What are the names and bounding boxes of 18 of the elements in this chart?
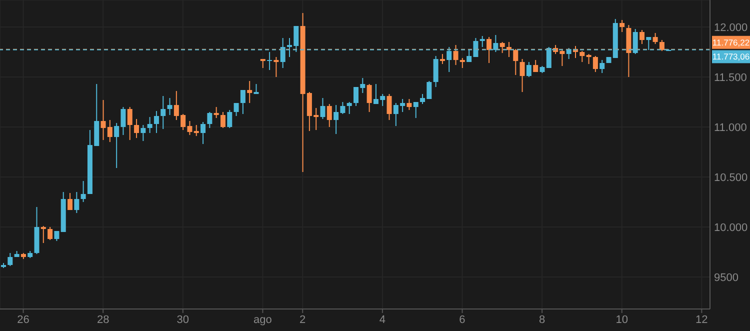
y-tick-label: 10.000 — [714, 222, 748, 234]
x-tick-label: 2 — [300, 314, 306, 326]
y-tick-label: 11.500 — [714, 72, 747, 84]
x-tick-label: 30 — [176, 314, 190, 326]
ref-line-label: 11.776,22 — [712, 37, 750, 48]
x-tick-label: 26 — [17, 314, 30, 326]
ref-line-label: 11.773,06 — [712, 52, 750, 62]
x-tick-label: 6 — [459, 314, 466, 326]
x-tick-label: 28 — [96, 314, 110, 326]
y-tick-label: 11.000 — [714, 122, 747, 134]
y-tick-label: 10.500 — [714, 172, 748, 184]
x-tick-label: ago — [254, 314, 272, 326]
x-tick-label: 10 — [616, 314, 628, 326]
x-tick-label: 12 — [696, 314, 708, 326]
x-tick-label: 8 — [539, 314, 546, 326]
x-tick-label: 4 — [379, 314, 386, 326]
y-tick-label: 9500 — [714, 272, 738, 284]
y-tick-label: 12.000 — [714, 22, 748, 34]
